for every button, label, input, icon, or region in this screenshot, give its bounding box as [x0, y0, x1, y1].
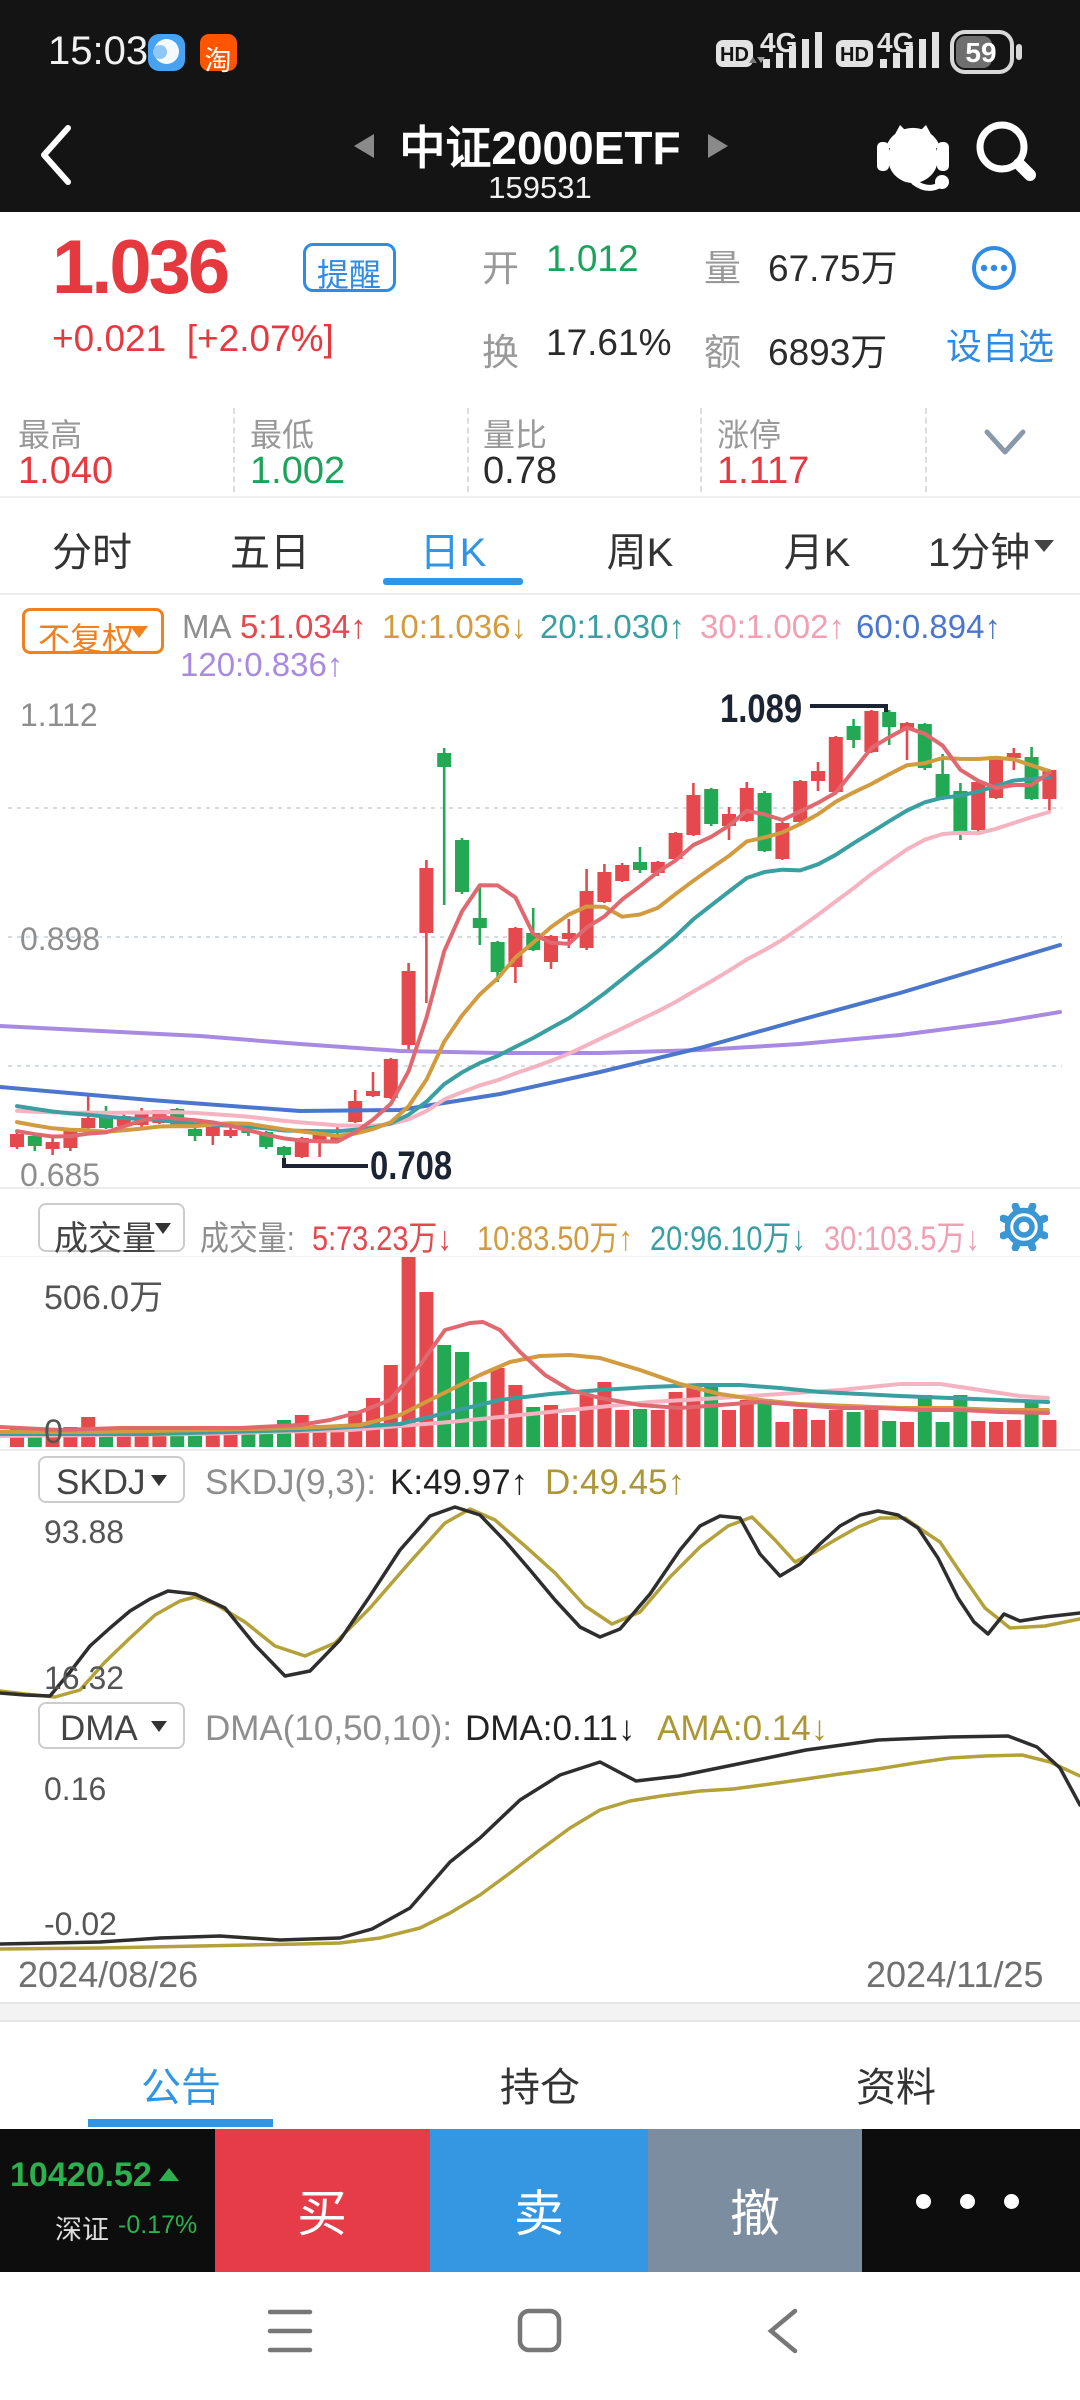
svg-text:HD: HD [840, 44, 869, 66]
svg-text:HD: HD [720, 44, 749, 66]
svg-text:59: 59 [965, 37, 996, 68]
